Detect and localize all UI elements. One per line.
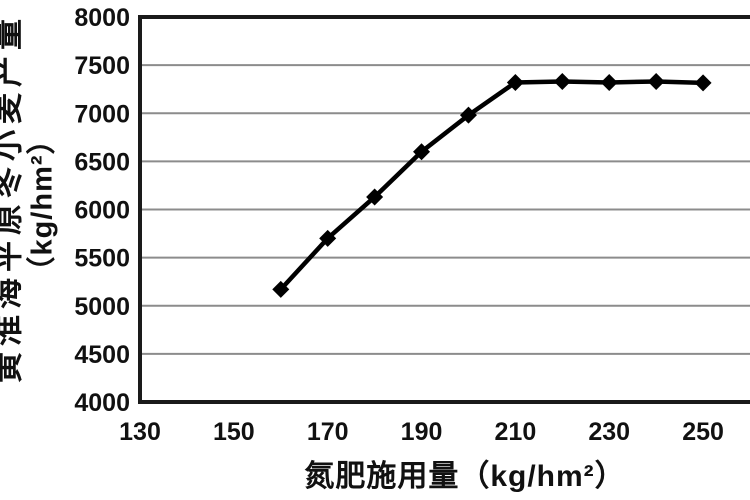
data-point-marker <box>319 229 337 247</box>
y-axis-title-line2: （kg/hm²） <box>26 124 59 286</box>
data-point-marker <box>366 188 384 206</box>
axis-border <box>138 15 750 404</box>
x-tick-label: 210 <box>495 418 537 446</box>
data-point-marker <box>553 72 571 90</box>
y-tick-label: 4000 <box>74 389 130 417</box>
data-point-marker <box>694 74 712 92</box>
y-tick-label: 7500 <box>74 52 130 80</box>
data-point-marker <box>272 280 290 298</box>
plot-border <box>138 15 750 404</box>
y-tick-label: 7000 <box>74 100 130 128</box>
data-series <box>272 72 712 298</box>
x-tick-label: 230 <box>588 418 630 446</box>
series-line <box>279 79 704 291</box>
x-tick-label: 130 <box>119 418 161 446</box>
data-point-marker <box>647 72 665 90</box>
y-axis-title-line1: 黄淮海平原冬小麦产量 <box>0 13 26 383</box>
y-axis-tick-labels: 4000 4500 5000 5500 6000 6500 7000 7500 8000 <box>74 4 130 417</box>
x-tick-label: 170 <box>307 418 349 446</box>
data-point-marker <box>413 143 431 161</box>
x-tick-label: 250 <box>682 418 724 446</box>
data-point-marker <box>506 73 524 91</box>
x-tick-label: 190 <box>401 418 443 446</box>
data-point-marker <box>600 73 618 91</box>
data-point-marker <box>459 106 477 124</box>
y-tick-label: 5500 <box>74 245 130 273</box>
y-tick-label: 6500 <box>74 148 130 176</box>
x-axis-title: 氮肥施用量（kg/hm²） <box>304 460 626 493</box>
x-tick-label: 150 <box>213 418 255 446</box>
y-tick-label: 8000 <box>74 4 130 32</box>
y-tick-label: 5000 <box>74 293 130 321</box>
y-tick-label: 6000 <box>74 197 130 225</box>
y-tick-label: 4500 <box>74 341 130 369</box>
x-axis-tick-labels: 130 150 170 190 210 230 250 <box>119 418 724 446</box>
gridlines <box>140 64 750 355</box>
